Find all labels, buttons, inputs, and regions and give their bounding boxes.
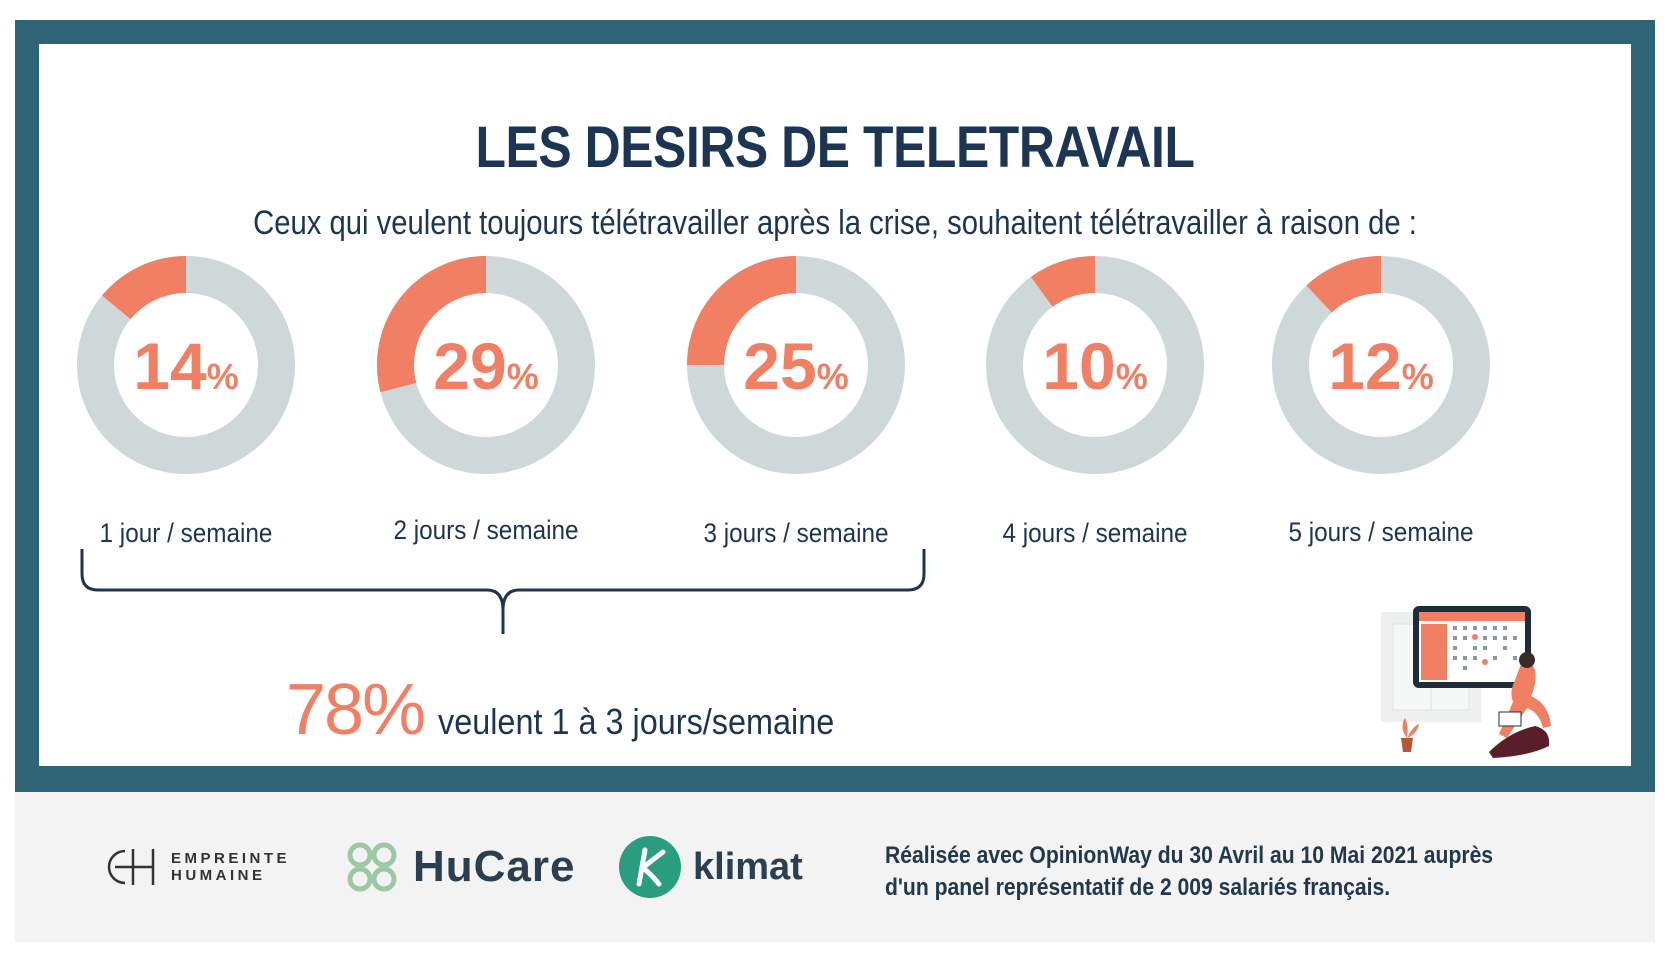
empreinte-logo-line2: HUMAINE [171, 867, 266, 884]
empreinte-humaine-logo: EMPREINTE HUMAINE [95, 832, 290, 902]
summary-statement: 78% veulent 1 à 3 jours/semaine [286, 669, 878, 751]
donut-value-label-3: 25% [743, 329, 848, 403]
footer: EMPREINTE HUMAINE HuCare klimat Réalisée… [15, 792, 1655, 942]
summary-text: veulent 1 à 3 jours/semaine [438, 701, 835, 742]
empreinte-humaine-mark-icon [107, 849, 155, 885]
person-with-calendar-illustration [1381, 606, 1551, 758]
donut-value-label-4: 10% [1042, 329, 1147, 403]
donut-value-label-1: 14% [133, 329, 238, 403]
category-label-5: 5 jours / semaine [1288, 517, 1474, 547]
donut-slice-1 [102, 256, 187, 320]
survey-source-note: Réalisée avec OpinionWay du 30 Avril au … [885, 840, 1519, 904]
donut-slice-3 [687, 256, 797, 366]
klimat-logo-text: klimat [693, 845, 803, 888]
category-label-3: 3 jours / semaine [703, 518, 889, 548]
survey-note-line1: Réalisée avec OpinionWay du 30 Avril au … [885, 842, 1494, 869]
summary-percentage: 78% [286, 670, 426, 750]
klimat-logo: klimat [617, 832, 803, 902]
category-label-2: 2 jours / semaine [393, 515, 579, 545]
category-label-1: 1 jour / semaine [99, 518, 273, 548]
donut-slice-4 [1030, 256, 1096, 308]
survey-note-line2: d'un panel représentatif de 2 009 salari… [885, 874, 1391, 901]
empreinte-logo-line1: EMPREINTE [171, 850, 291, 867]
donut-slice-2 [377, 256, 487, 393]
category-label-4: 4 jours / semaine [1002, 518, 1188, 548]
klimat-mark-icon [619, 836, 681, 898]
donut-charts: 14% 29% 25% 10% 12% [77, 256, 1490, 474]
hucare-logo: HuCare [345, 832, 576, 902]
infographic-frame: LES DESIRS DE TELETRAVAIL Ceux qui veule… [15, 20, 1655, 792]
chart-title: LES DESIRS DE TELETRAVAIL [475, 115, 1195, 180]
hucare-logo-text: HuCare [413, 842, 576, 891]
donut-slice-5 [1306, 256, 1382, 313]
chart-subtitle: Ceux qui veulent toujours télétravailler… [253, 204, 1417, 242]
donut-value-label-2: 29% [433, 329, 538, 403]
hucare-mark-icon [347, 842, 397, 892]
infographic-panel: LES DESIRS DE TELETRAVAIL Ceux qui veule… [39, 44, 1631, 766]
donut-value-label-5: 12% [1328, 329, 1433, 403]
